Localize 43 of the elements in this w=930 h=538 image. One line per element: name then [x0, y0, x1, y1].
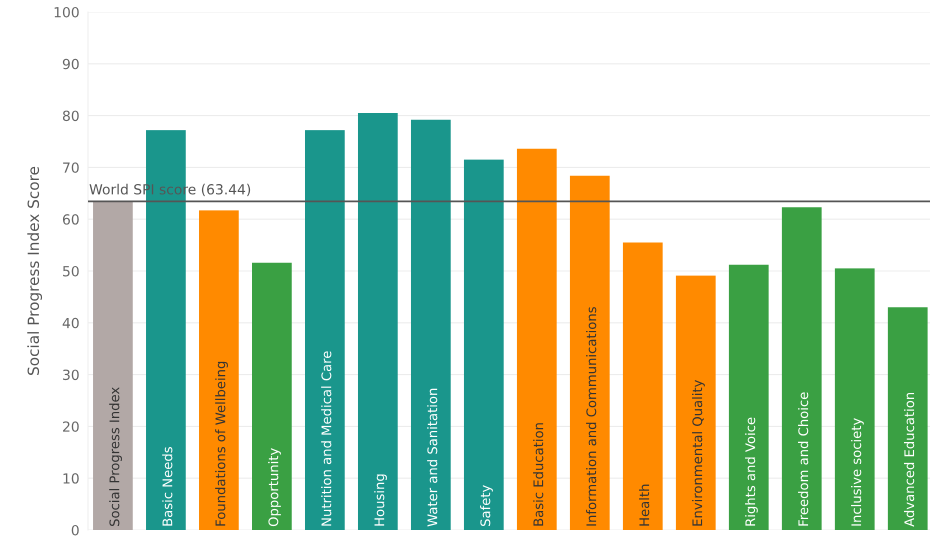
x-tick-label: Inclusive society	[851, 418, 864, 526]
y-tick-label: 20	[63, 421, 79, 432]
x-tick-label: Housing	[374, 474, 387, 526]
bar	[358, 113, 398, 530]
y-tick-label: 10	[64, 473, 79, 484]
bar	[199, 210, 239, 530]
bar	[728, 264, 769, 530]
x-tick-label: Foundations of Wellbeing	[215, 362, 228, 526]
bar	[834, 268, 875, 530]
bar	[782, 207, 822, 530]
bar	[888, 307, 928, 530]
y-tick-label: 40	[62, 318, 79, 328]
x-tick-label: Opportunity	[268, 448, 281, 526]
y-tick-label: 50	[63, 266, 79, 276]
x-tick-label: Advanced Education	[904, 392, 914, 527]
y-tick-label: 80	[62, 110, 79, 122]
bar	[516, 148, 557, 530]
x-tick-label: Nutrition and Medical Care	[321, 351, 332, 526]
bar	[304, 130, 345, 530]
y-tick-label: 100	[54, 6, 79, 18]
bar	[93, 202, 133, 530]
x-tick-label: Health	[639, 484, 650, 526]
bar	[570, 176, 610, 530]
x-tick-label: Water and Sanitation	[427, 388, 438, 526]
y-tick-label: 70	[63, 162, 79, 173]
x-tick-label: Basic Education	[533, 423, 544, 526]
bar	[622, 242, 663, 530]
x-tick-label: Information and Communications	[586, 307, 596, 526]
x-tick-label: Rights and Voice	[745, 418, 758, 526]
y-tick-label: 30	[63, 370, 79, 380]
bar	[252, 262, 292, 530]
y-tick-label: 0	[72, 524, 79, 536]
x-tick-label: Freedom and Choice	[798, 392, 808, 526]
bar	[410, 120, 451, 530]
bar	[676, 276, 716, 530]
y-tick-label: 90	[62, 58, 79, 70]
bar	[464, 160, 504, 530]
x-tick-label: Environmental Quality	[692, 380, 705, 526]
x-tick-label: Social Progress Index	[109, 387, 122, 526]
x-tick-label: Basic Needs	[162, 447, 172, 526]
y-axis-title: Social Progress Index Score	[27, 166, 42, 375]
y-tick-label: 60	[62, 214, 79, 225]
x-tick-label: Safety	[480, 485, 493, 526]
